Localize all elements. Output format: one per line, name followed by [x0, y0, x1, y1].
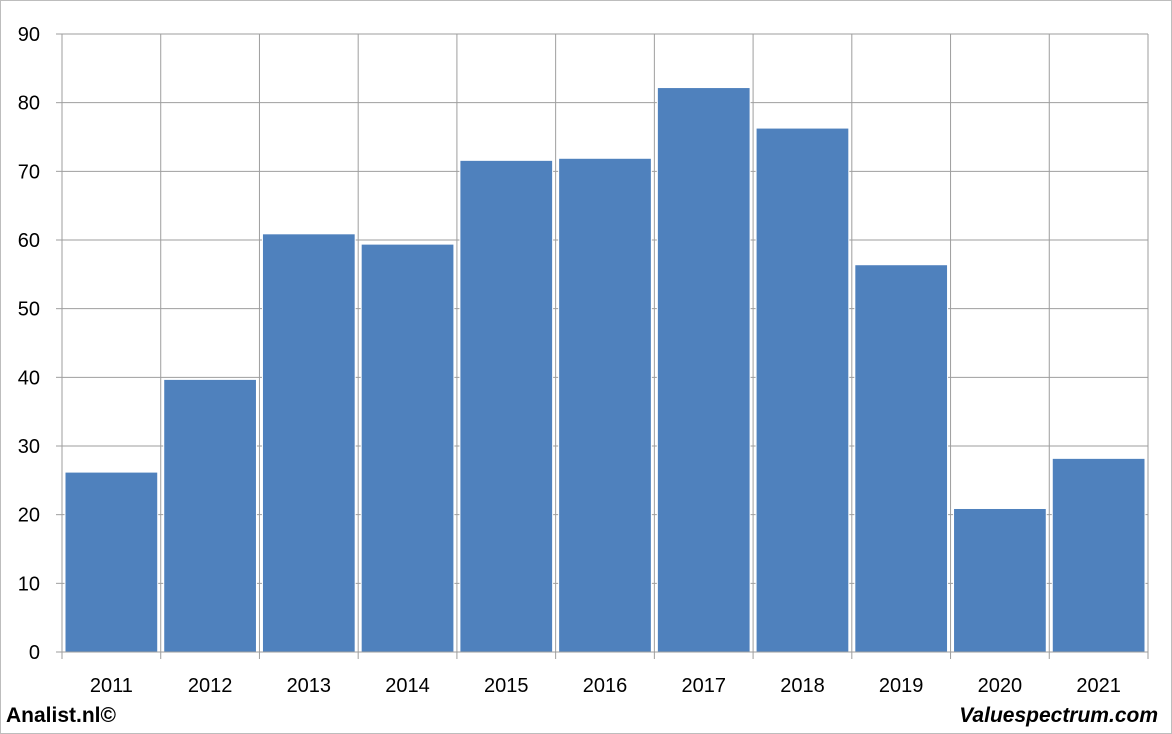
y-tick-label: 50: [18, 299, 40, 321]
bar-2019: [854, 264, 949, 653]
y-tick-label: 30: [18, 436, 40, 458]
x-tick-label: 2015: [484, 675, 529, 697]
x-tick-label: 2020: [978, 675, 1023, 697]
y-tick-label: 90: [18, 24, 40, 46]
source-label: Analist.nl©: [6, 704, 116, 727]
y-tick-label: 80: [18, 93, 40, 115]
bar-2014: [360, 243, 455, 653]
x-tick-label: 2013: [287, 675, 332, 697]
bar-2017: [656, 87, 751, 653]
bar-2020: [953, 507, 1047, 653]
y-tick-label: 10: [18, 573, 40, 595]
watermark-label: Valuespectrum.com: [959, 704, 1158, 727]
bar-2018: [755, 127, 850, 653]
x-tick-label: 2011: [90, 675, 133, 697]
x-tick-label: 2014: [385, 675, 430, 697]
y-tick-label: 60: [18, 230, 40, 252]
x-tick-label: 2012: [188, 675, 233, 697]
bar-2013: [261, 233, 356, 653]
x-tick-label: 2018: [780, 675, 825, 697]
bar-2012: [163, 378, 257, 653]
bar-2016: [558, 157, 652, 653]
y-tick-label: 70: [18, 161, 40, 183]
x-tick-label: 2021: [1076, 675, 1121, 697]
bar-2015: [459, 159, 554, 653]
bar-2011: [64, 471, 159, 653]
y-tick-label: 20: [18, 505, 40, 527]
y-tick-label: 0: [29, 642, 40, 664]
y-tick-label: 40: [18, 367, 40, 389]
bar-2021: [1051, 457, 1146, 653]
x-tick-label: 2016: [583, 675, 628, 697]
x-tick-label: 2019: [879, 675, 924, 697]
x-tick-label: 2017: [681, 675, 726, 697]
